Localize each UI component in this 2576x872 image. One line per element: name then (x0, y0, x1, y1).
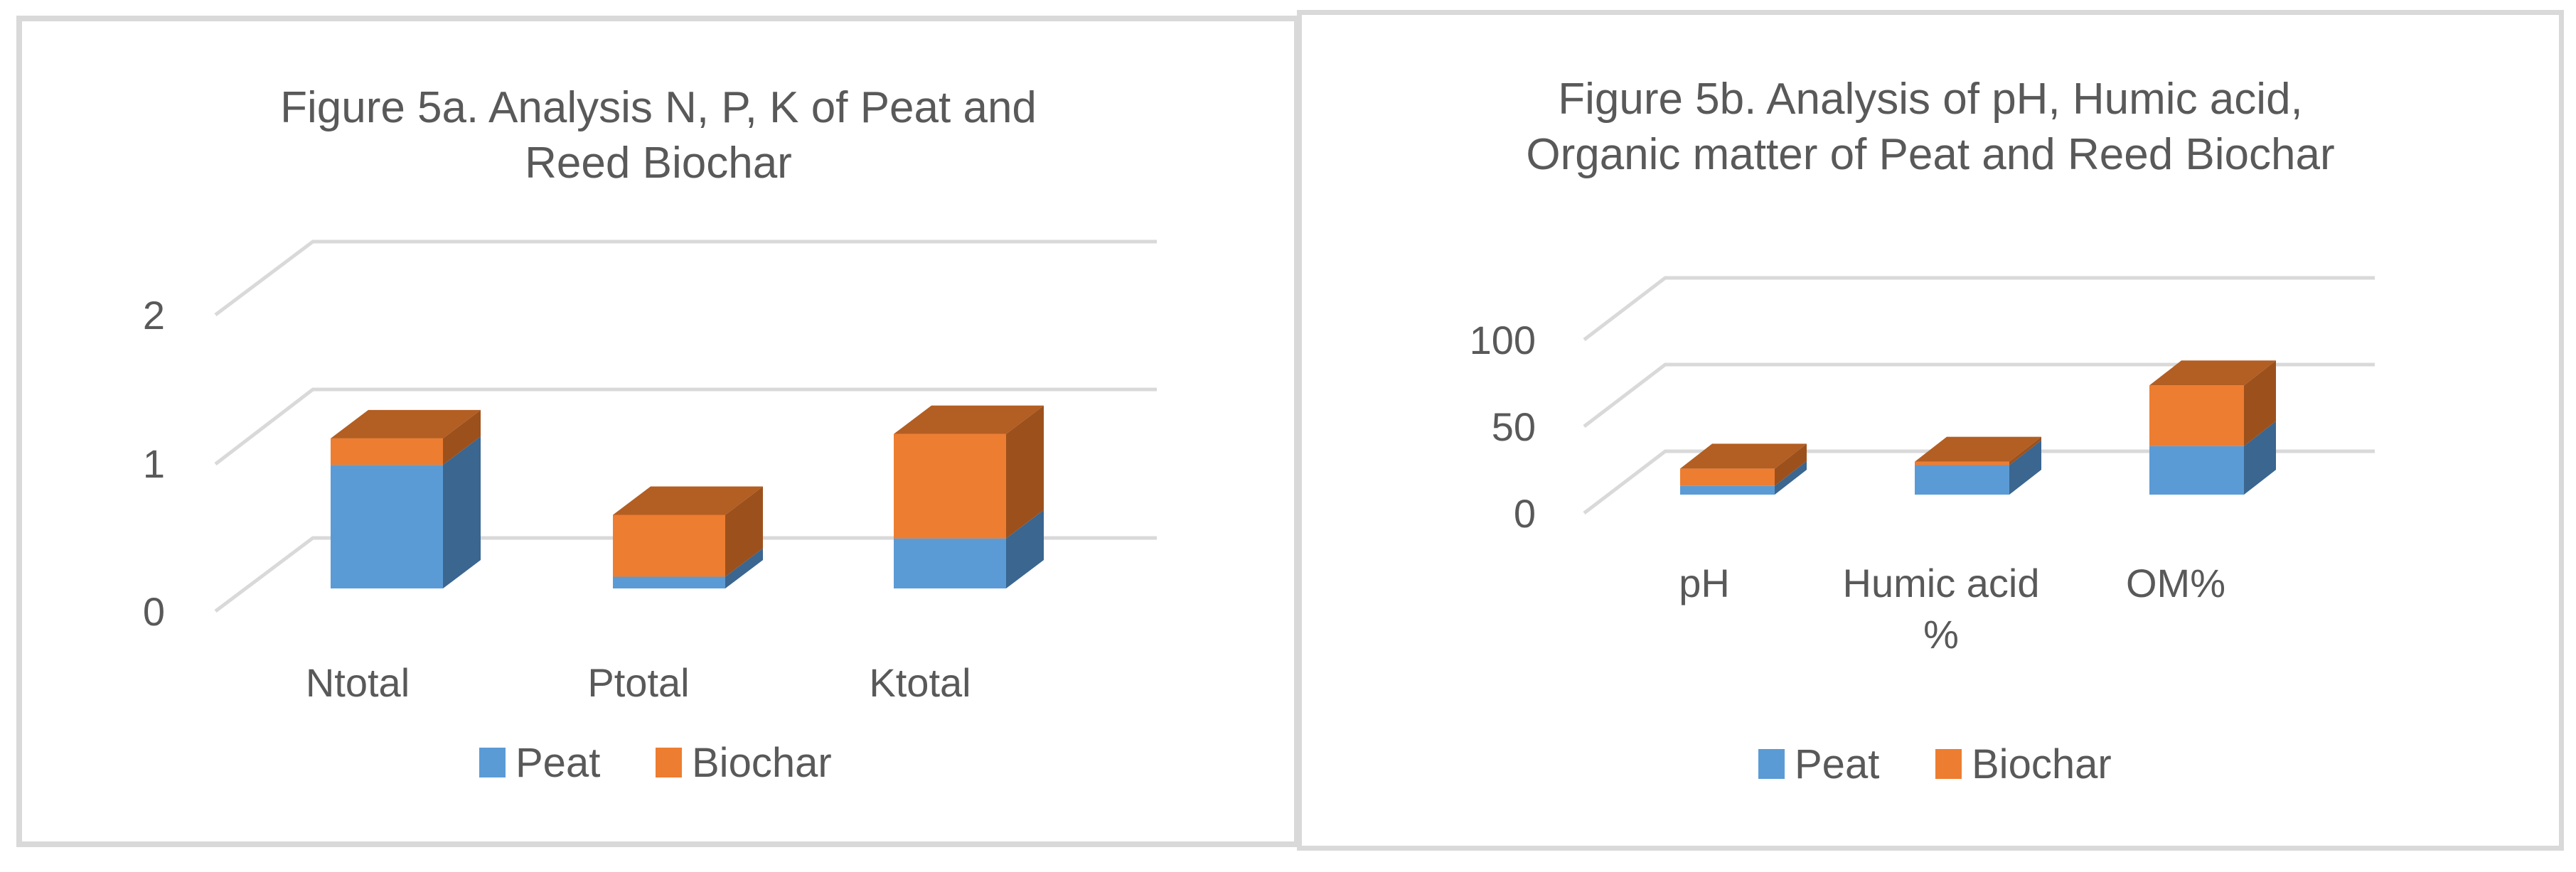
chart-panel-5a (16, 16, 1300, 847)
chart-panel-5b (1297, 10, 2564, 851)
